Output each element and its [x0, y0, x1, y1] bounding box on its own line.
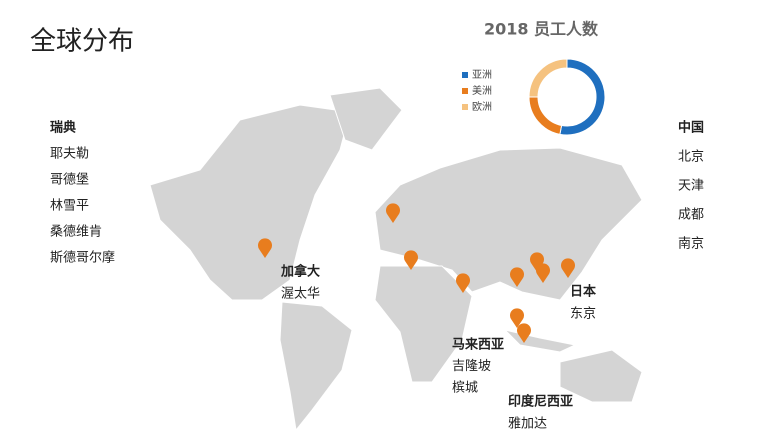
city-label: 雅加达	[508, 417, 547, 432]
country-label: 加拿大	[280, 264, 320, 280]
world-map	[149, 87, 643, 432]
legend-label: 欧洲	[472, 101, 492, 113]
legend-label: 亚洲	[472, 69, 492, 81]
city-label: 吉隆坡	[452, 359, 491, 374]
city-label: 南京	[678, 236, 704, 252]
city-label: 东京	[570, 307, 596, 322]
city-label: 斯德哥尔摩	[50, 250, 115, 266]
city-label: 天津	[678, 179, 704, 194]
city-label: 林雪平	[50, 199, 89, 214]
country-label: 中国	[678, 120, 704, 136]
city-label: 渥太华	[281, 287, 320, 302]
city-label: 槟城	[452, 380, 478, 396]
donut-segment	[528, 58, 568, 98]
country-label: 瑞典	[50, 120, 76, 136]
city-label: 哥德堡	[50, 172, 89, 188]
legend-swatch	[462, 72, 468, 78]
city-label: 耶夫勒	[50, 147, 89, 162]
location-pins	[258, 203, 575, 343]
donut-segment	[528, 96, 563, 135]
city-label: 北京	[678, 150, 704, 165]
city-label: 桑德维肯	[50, 225, 102, 240]
city-label: 成都	[678, 208, 704, 223]
legend-label: 美洲	[472, 84, 492, 97]
slide-title: 全球分布	[30, 27, 134, 57]
country-label: 印度尼西亚	[508, 394, 573, 410]
chart-title: 2018 员工人数	[484, 20, 599, 39]
legend-swatch	[462, 88, 468, 94]
donut-segment	[559, 58, 606, 136]
legend-swatch	[462, 104, 468, 110]
country-label: 日本	[570, 284, 596, 300]
country-label: 马来西亚	[452, 337, 504, 353]
